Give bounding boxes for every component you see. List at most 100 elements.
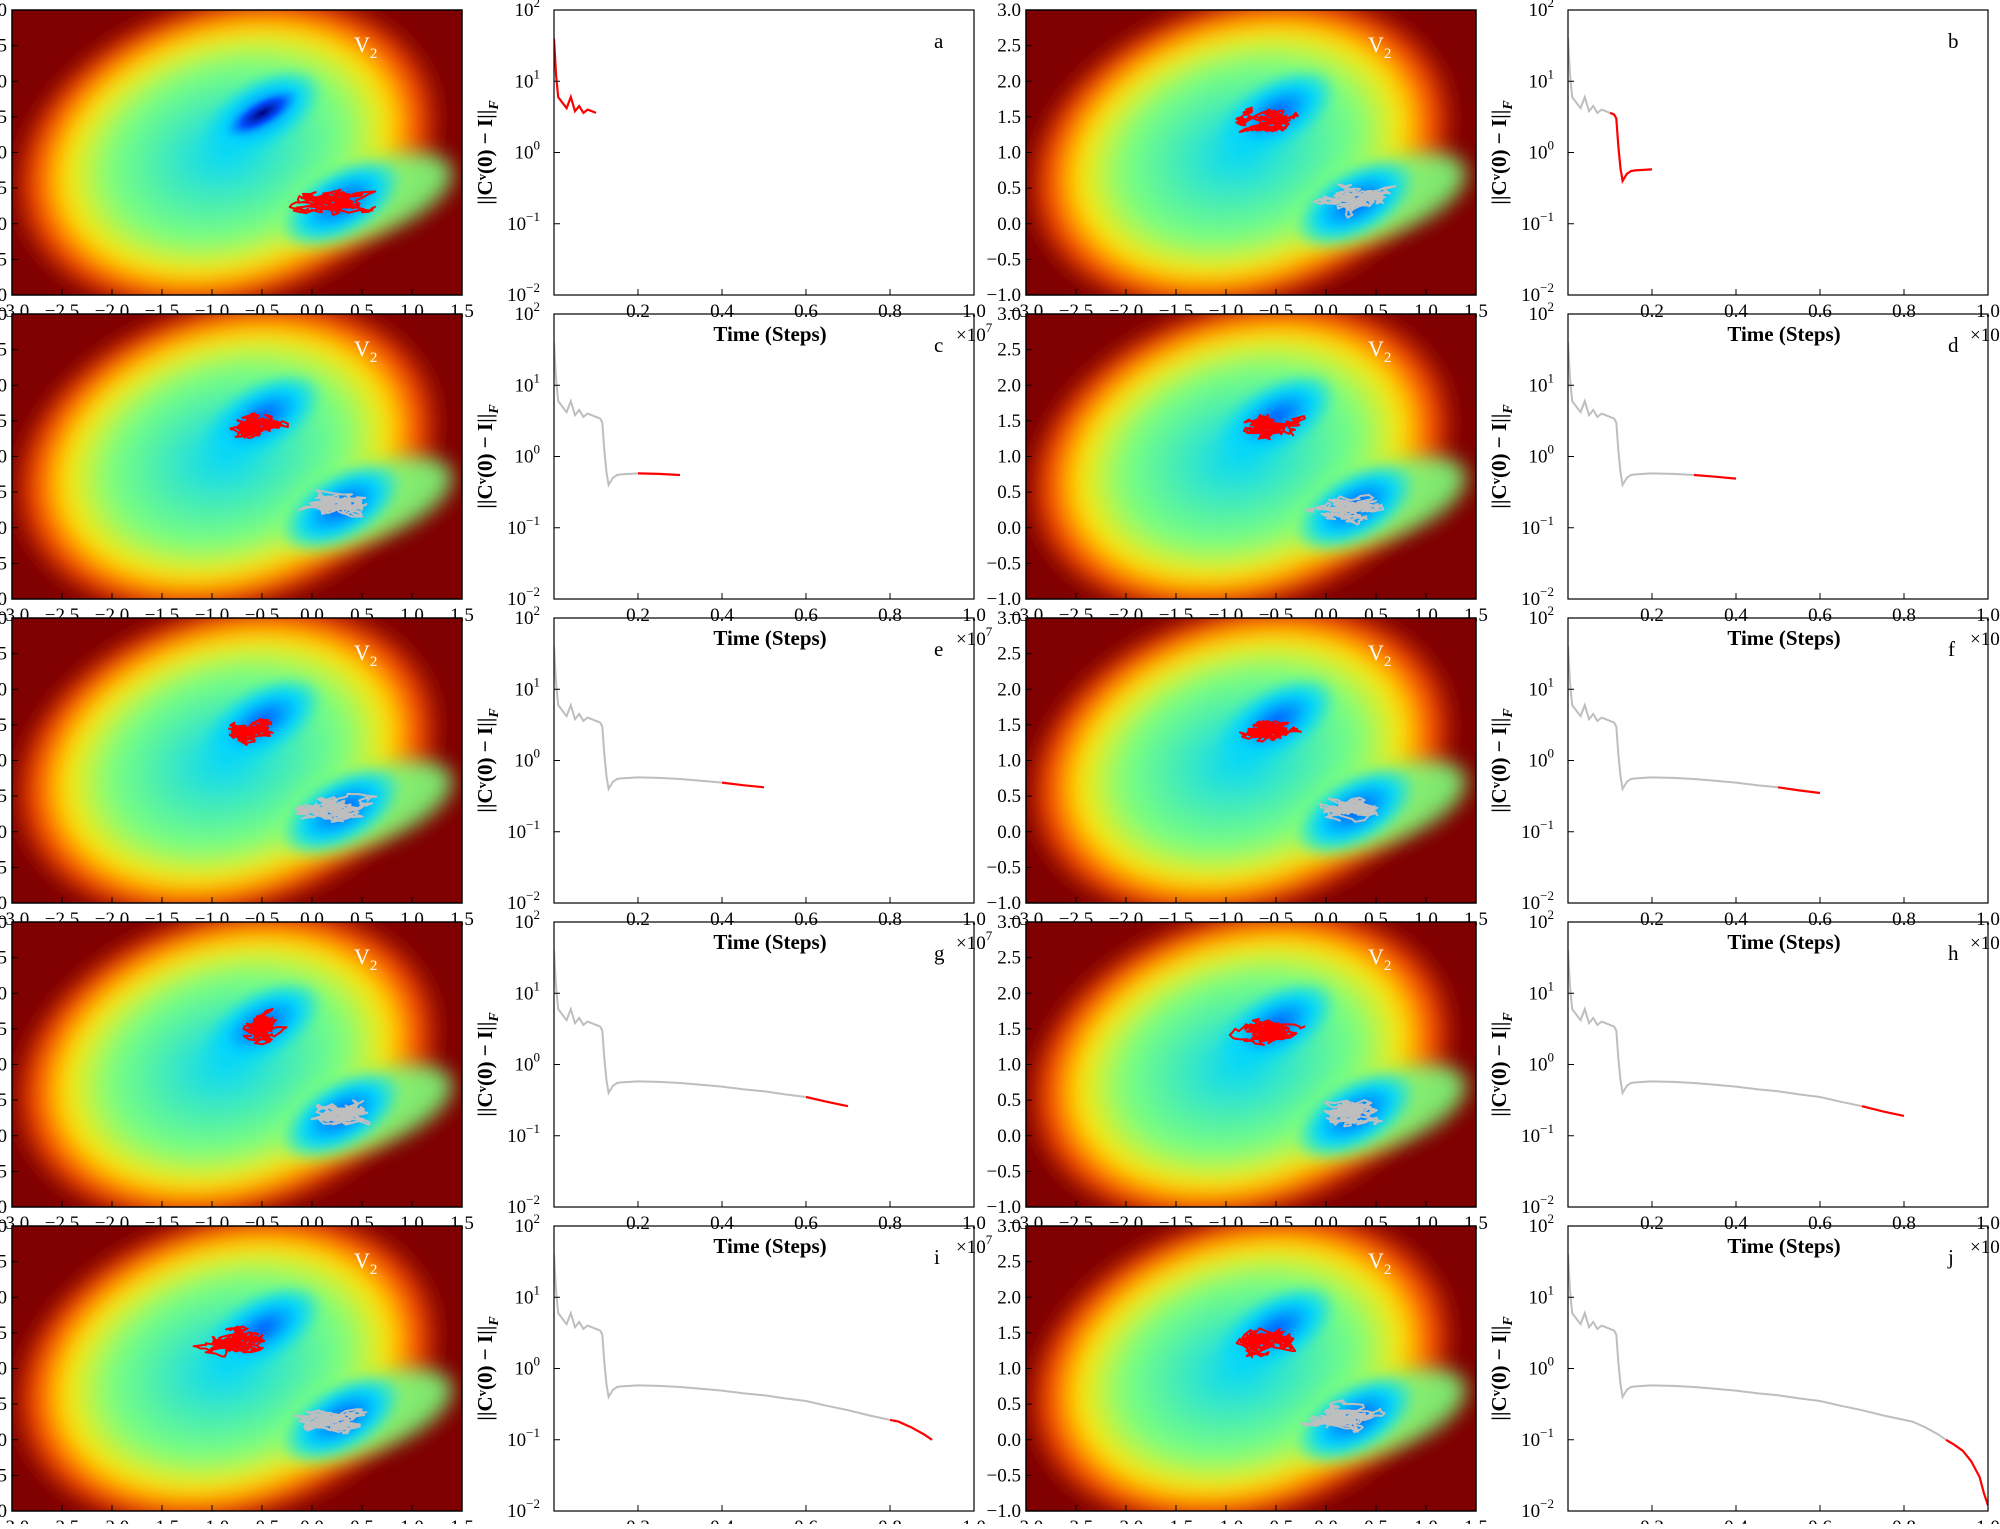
x-tick-label: 0.6 [1808, 301, 1832, 322]
x-tick-label: 0.2 [626, 301, 650, 322]
x-axis-label: Time (Steps) [713, 930, 826, 954]
y-tick-label: 3.0 [997, 608, 1021, 629]
y-tick-label: −1.0 [987, 1197, 1021, 1218]
y-tick-exponent: −2 [1540, 1496, 1554, 1511]
x-multiplier-exponent: 7 [986, 320, 993, 335]
convergence-frame [554, 10, 974, 295]
y-tick-label: −0.5 [0, 553, 7, 574]
x-tick-label: 1.0 [400, 1517, 424, 1524]
y-tick-label: 2.0 [997, 1287, 1021, 1308]
x-axis-label: Time (Steps) [1727, 930, 1840, 954]
x-multiplier-exponent: 7 [986, 928, 993, 943]
y-tick-exponent: 0 [1548, 1354, 1555, 1369]
y-tick-label: 0.0 [997, 822, 1021, 843]
y-tick-label: 1.5 [0, 411, 7, 432]
y-tick-exponent: 1 [534, 674, 541, 689]
y-tick-label: 0.5 [0, 786, 7, 807]
y-tick-label: 101 [515, 978, 541, 1004]
x-tick-label: −1.0 [1209, 1517, 1243, 1524]
x-tick-label: 0.2 [626, 1517, 650, 1524]
y-tick-label: 2.5 [0, 36, 7, 57]
y-tick-exponent: 1 [534, 66, 541, 81]
y-tick-exponent: −2 [526, 1496, 540, 1511]
x-axis-label: Time (Steps) [1727, 1234, 1840, 1258]
x-tick-label: 0.4 [1724, 301, 1748, 322]
x-multiplier-exponent: 7 [986, 1232, 993, 1247]
y-tick-label: 2.0 [0, 983, 7, 1004]
y-tick-exponent: 2 [1548, 603, 1555, 618]
x-tick-label: 1.0 [1414, 1517, 1438, 1524]
y-tick-label: 100 [515, 442, 541, 468]
y-tick-label: 0.5 [997, 1394, 1021, 1415]
y-tick-label: 101 [1529, 370, 1555, 396]
y-tick-exponent: −2 [1540, 888, 1554, 903]
y-tick-label: −0.5 [0, 249, 7, 270]
y-tick-label: −1.0 [0, 893, 7, 914]
y-tick-label: 0.5 [997, 178, 1021, 199]
potential-label-subscript: 2 [1384, 46, 1392, 62]
y-axis-label-subscript: F [487, 1012, 502, 1023]
history-curve [1568, 1254, 1946, 1439]
x-tick-label: 0.8 [1892, 301, 1916, 322]
x-tick-label: 0.6 [794, 909, 818, 930]
y-axis-label: ||Cᵛ(0) − I||F [473, 708, 502, 813]
x-multiplier: ×107 [1970, 928, 2000, 954]
x-tick-label: −2.0 [1109, 1517, 1143, 1524]
y-tick-label: 1.0 [0, 751, 7, 772]
y-axis-label-subscript: F [1501, 404, 1516, 415]
x-tick-label: 0.8 [878, 1517, 902, 1524]
y-tick-label: 1.5 [997, 715, 1021, 736]
current-curve [1610, 113, 1652, 181]
y-tick-label: 101 [515, 674, 541, 700]
x-axis-label: Time (Steps) [713, 1234, 826, 1258]
y-tick-exponent: 2 [1548, 1211, 1555, 1226]
y-axis-label-subscript: F [487, 708, 502, 719]
y-tick-label: 0.0 [0, 518, 7, 539]
y-tick-exponent: −1 [526, 1425, 540, 1440]
y-tick-exponent: −1 [1540, 209, 1554, 224]
x-tick-label: 0.4 [1724, 605, 1748, 626]
potential-label-subscript: 2 [370, 46, 378, 62]
y-tick-label: 0.0 [0, 822, 7, 843]
y-tick-label: 0.0 [0, 1430, 7, 1451]
x-tick-label: 0.6 [1808, 909, 1832, 930]
y-tick-exponent: −2 [526, 888, 540, 903]
potential-label-subscript: 2 [1384, 350, 1392, 366]
y-tick-label: 2.0 [0, 1287, 7, 1308]
panel-letter: a [934, 29, 944, 53]
y-tick-label: 2.0 [997, 679, 1021, 700]
history-curve [554, 1254, 890, 1420]
x-axis-label: Time (Steps) [713, 626, 826, 650]
current-curve [722, 783, 764, 788]
potential-label-subscript: 2 [370, 958, 378, 974]
y-tick-label: 10−1 [1521, 817, 1554, 843]
y-tick-label: 3.0 [0, 1216, 7, 1237]
y-tick-label: 2.0 [0, 679, 7, 700]
x-tick-label: 1.5 [450, 1517, 474, 1524]
x-tick-label: −2.0 [95, 1517, 129, 1524]
y-tick-exponent: 1 [1548, 1282, 1555, 1297]
y-axis-label: ||Cᵛ(0) − I||F [1487, 100, 1516, 205]
y-tick-exponent: 0 [534, 746, 541, 761]
y-tick-label: −0.5 [987, 249, 1021, 270]
y-tick-label: 0.5 [0, 482, 7, 503]
x-tick-label: 0.6 [794, 301, 818, 322]
landscape-panel-j: V2−3.0−2.5−2.0−1.5−1.0−0.50.00.51.01.5−1… [984, 1154, 1499, 1524]
y-tick-label: 0.5 [997, 1090, 1021, 1111]
y-tick-exponent: 0 [534, 442, 541, 457]
y-tick-exponent: −1 [526, 1121, 540, 1136]
y-tick-label: 3.0 [0, 608, 7, 629]
y-tick-exponent: −2 [1540, 280, 1554, 295]
panel-letter: g [934, 941, 945, 965]
convergence-frame [1568, 314, 1988, 599]
y-tick-exponent: −1 [526, 817, 540, 832]
y-tick-label: 100 [1529, 442, 1555, 468]
potential-label-subscript: 2 [1384, 958, 1392, 974]
x-tick-label: 0.2 [1640, 605, 1664, 626]
convergence-frame [1568, 922, 1988, 1207]
